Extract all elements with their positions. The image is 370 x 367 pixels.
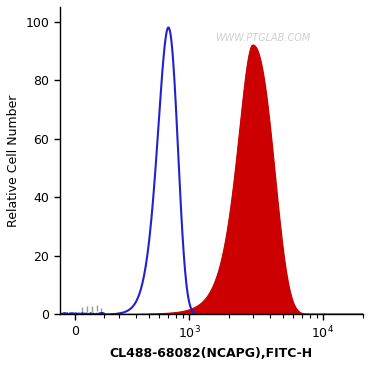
Text: WWW.PTGLAB.COM: WWW.PTGLAB.COM	[215, 33, 310, 43]
Y-axis label: Relative Cell Number: Relative Cell Number	[7, 95, 20, 227]
X-axis label: CL488-68082(NCAPG),FITC-H: CL488-68082(NCAPG),FITC-H	[110, 347, 313, 360]
